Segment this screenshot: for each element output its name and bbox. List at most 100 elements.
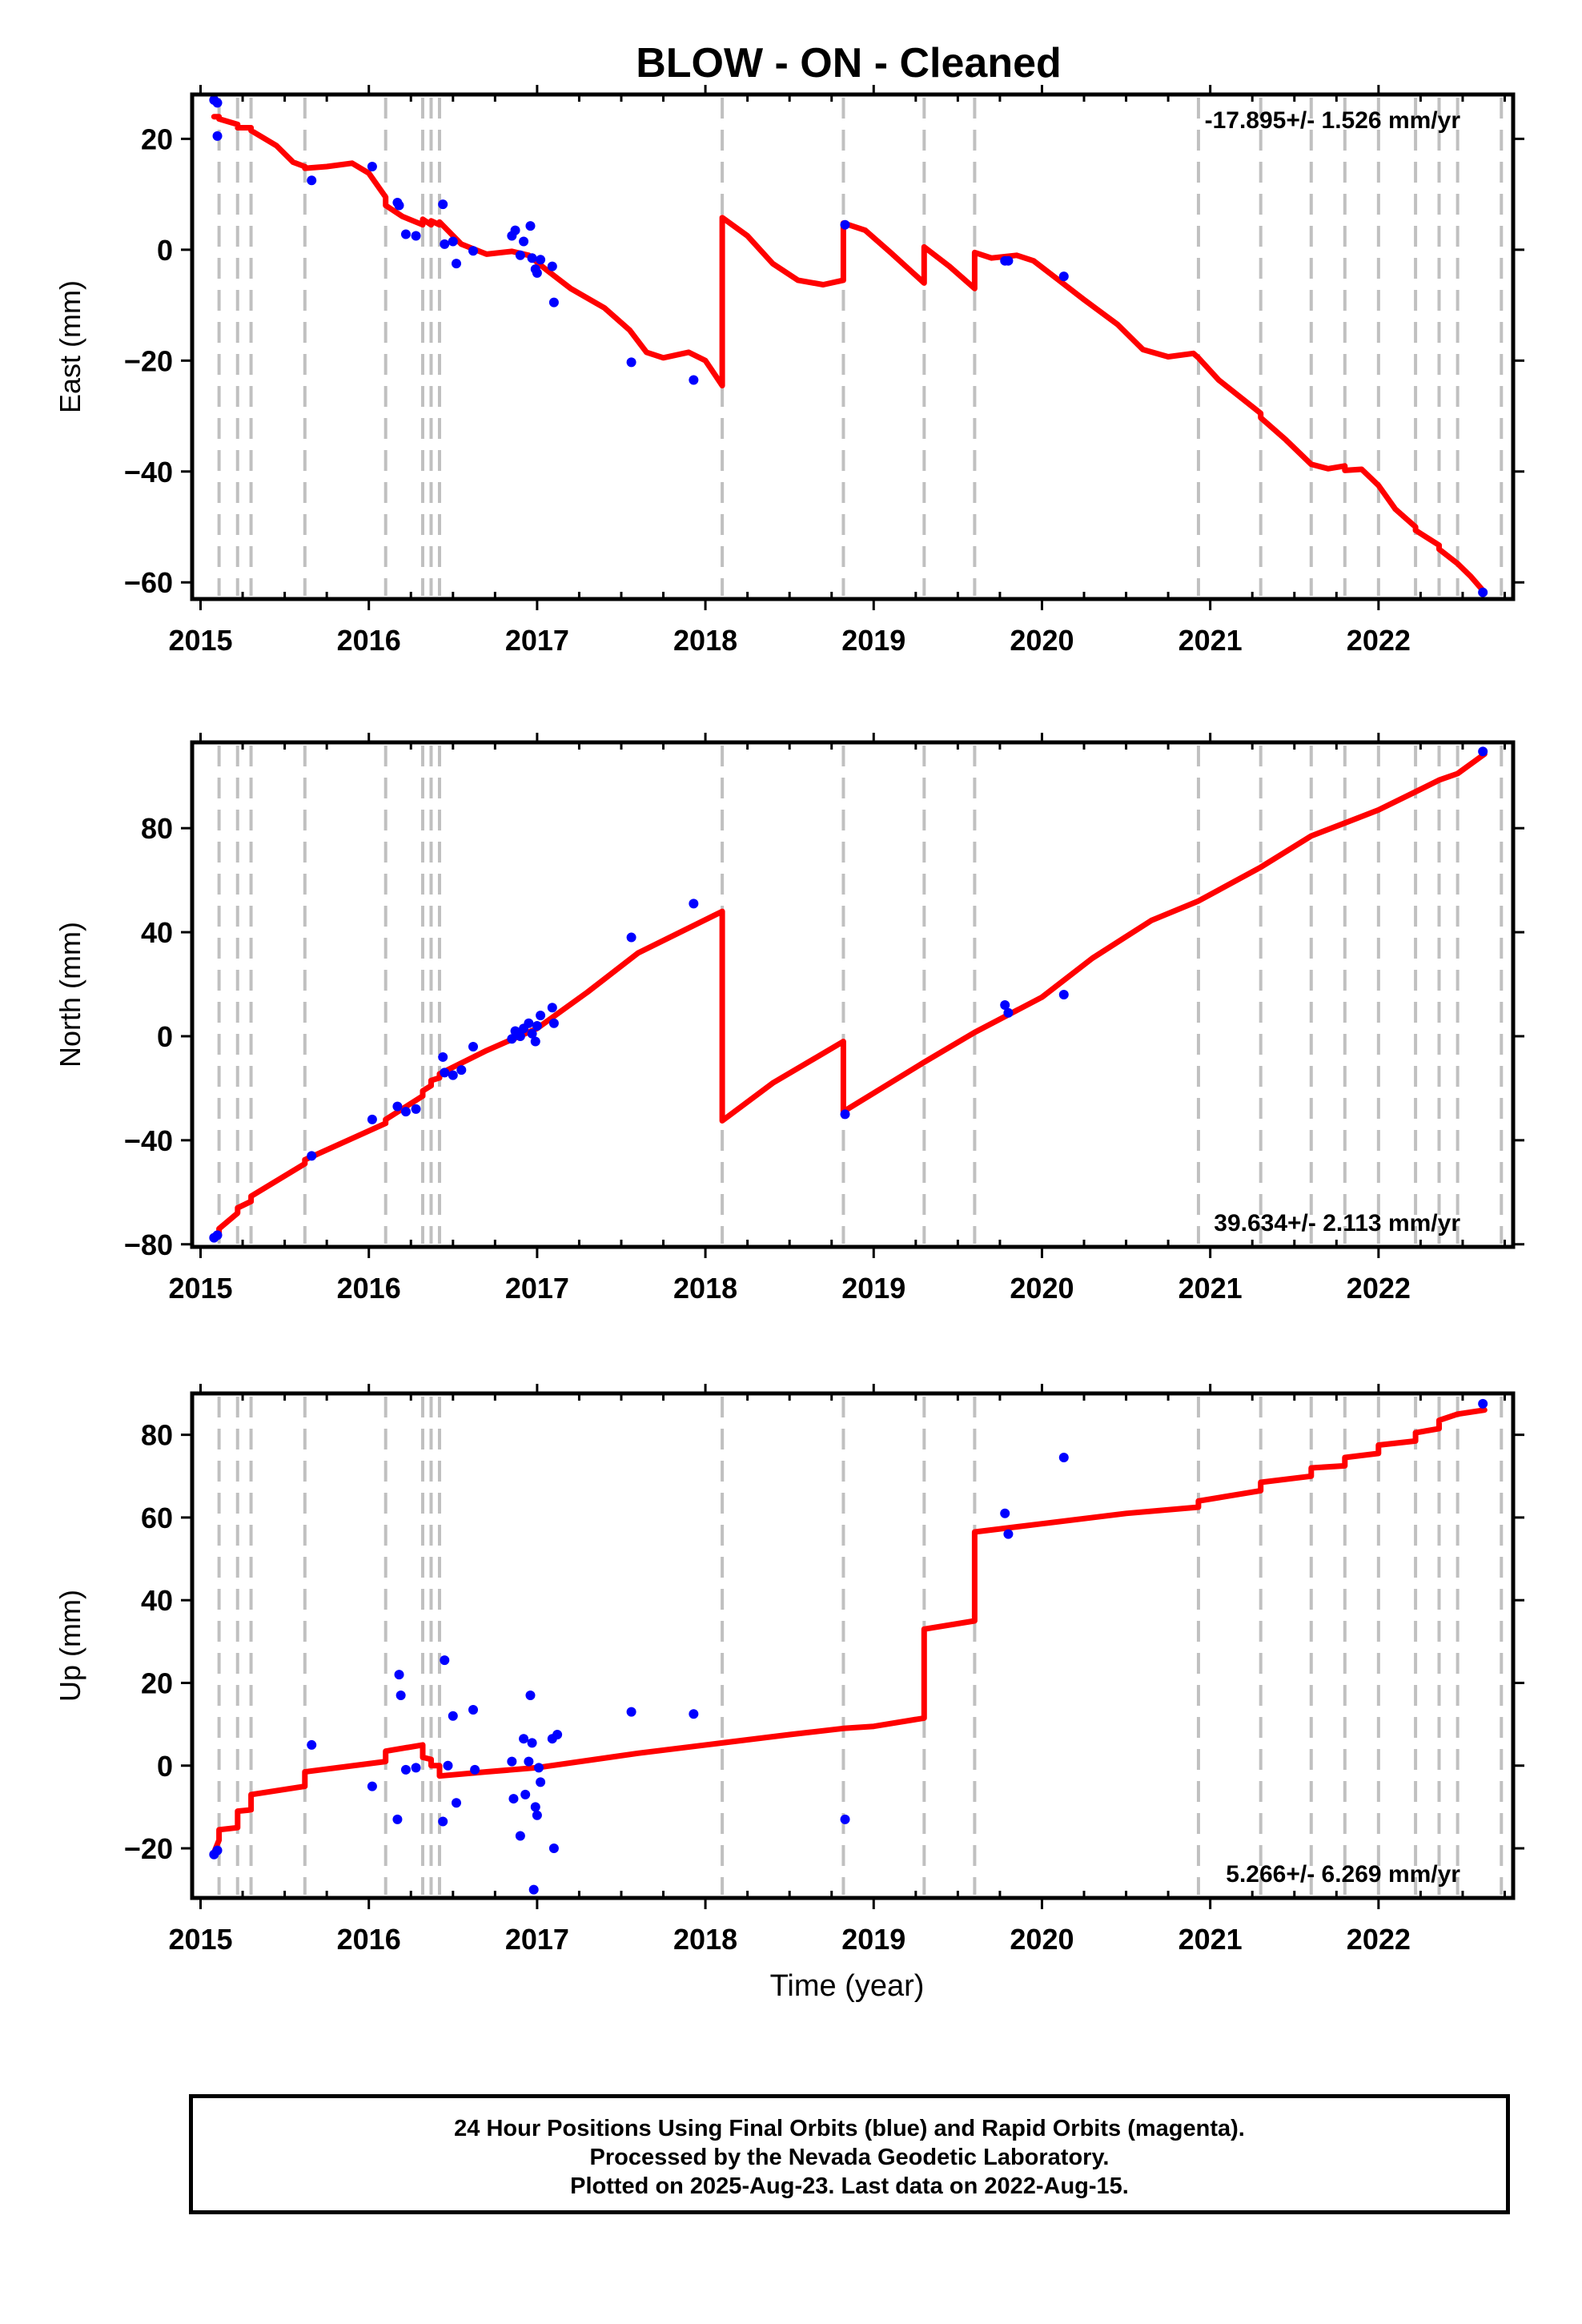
- x-tick-label: 2016: [337, 624, 401, 657]
- y-axis-label: Up (mm): [54, 1590, 86, 1702]
- data-point: [394, 200, 404, 211]
- x-tick-label: 2019: [841, 1272, 905, 1305]
- data-point: [448, 1070, 458, 1080]
- y-tick-label: 40: [141, 916, 173, 949]
- data-point: [448, 1711, 458, 1721]
- data-point: [394, 1670, 404, 1680]
- plot-frame: [190, 740, 1516, 1249]
- data-point: [1478, 1398, 1488, 1409]
- data-point: [396, 1690, 406, 1700]
- data-point: [519, 236, 529, 247]
- model-line: [211, 751, 1488, 1240]
- y-tick-label: 40: [141, 1584, 173, 1617]
- rate-label: -17.895+/- 1.526 mm/yr: [1205, 107, 1461, 134]
- data-point: [527, 1028, 537, 1039]
- caption-line-1: 24 Hour Positions Using Final Orbits (bl…: [454, 2116, 1245, 2141]
- x-tick-label: 2016: [337, 1923, 401, 1956]
- data-point: [548, 1844, 559, 1854]
- y-tick-label: −20: [124, 344, 173, 377]
- data-point: [440, 1068, 450, 1078]
- x-tick-label: 2019: [841, 624, 905, 657]
- x-tick-label: 2020: [1010, 1272, 1074, 1305]
- data-point: [552, 1730, 563, 1740]
- data-point: [527, 253, 537, 263]
- x-tick-label: 2015: [168, 1272, 232, 1305]
- panel-up: 2015 2016 2017 2018 2019 2020 2021 2022 −20 0 20 40…: [54, 1384, 1524, 1956]
- chart-title: BLOW - ON - Cleaned: [636, 40, 1062, 86]
- data-point: [507, 1756, 517, 1767]
- x-tick-label: 2017: [505, 1272, 569, 1305]
- data-point: [840, 1814, 850, 1824]
- data-point: [507, 1034, 517, 1044]
- y-tick-label: −20: [124, 1832, 173, 1865]
- y-tick-label: −40: [124, 1124, 173, 1157]
- data-point: [532, 1020, 542, 1031]
- model-line: [211, 1407, 1488, 1856]
- data-point: [400, 1107, 411, 1117]
- data-point: [1000, 999, 1010, 1010]
- x-tick-label: 2018: [673, 624, 737, 657]
- y-tick-label: 80: [141, 812, 173, 845]
- data-point: [536, 255, 546, 265]
- data-point: [532, 267, 542, 278]
- data-point: [411, 1763, 421, 1773]
- data-point: [515, 1031, 525, 1041]
- data-point: [307, 175, 317, 186]
- x-tick-label: 2015: [168, 624, 232, 657]
- data-point: [1478, 587, 1488, 597]
- data-point: [626, 932, 636, 943]
- x-tick-label: 2021: [1178, 624, 1243, 657]
- panel-north: 2015 2016 2017 2018 2019 2020 2021 2022 −80 −40 0 4…: [54, 733, 1524, 1305]
- data-point: [1003, 1007, 1014, 1018]
- x-tick-label: 2017: [505, 624, 569, 657]
- y-tick-label: 0: [157, 1020, 173, 1053]
- data-point: [440, 1655, 450, 1666]
- data-point: [440, 239, 450, 249]
- data-point: [438, 199, 448, 210]
- data-point: [1003, 255, 1014, 266]
- x-tick-label: 2020: [1010, 624, 1074, 657]
- data-point: [515, 1831, 525, 1841]
- caption-line-3: Plotted on 2025-Aug-23. Last data on 202…: [570, 2173, 1129, 2199]
- x-tick-label: 2018: [673, 1272, 737, 1305]
- data-point: [468, 1705, 479, 1715]
- data-point: [508, 1794, 519, 1804]
- data-point: [840, 1109, 850, 1120]
- data-point: [468, 1041, 479, 1051]
- data-point: [626, 1707, 636, 1717]
- data-point: [1058, 1453, 1069, 1463]
- data-point: [443, 1760, 453, 1771]
- x-tick-label: 2016: [337, 1272, 401, 1305]
- data-point: [212, 1845, 223, 1856]
- data-point: [1000, 1508, 1010, 1518]
- data-point: [547, 1003, 557, 1013]
- data-point: [515, 250, 525, 260]
- data-point: [452, 1798, 461, 1808]
- data-point: [452, 259, 461, 269]
- data-point: [1058, 990, 1069, 999]
- x-tick-label: 2017: [505, 1923, 569, 1956]
- data-point: [411, 1104, 421, 1114]
- y-tick-label: 20: [141, 123, 173, 155]
- data-point: [438, 1051, 448, 1062]
- data-point: [400, 1764, 411, 1775]
- plot-frame: [190, 92, 1516, 601]
- data-point: [548, 1018, 559, 1028]
- data-point: [525, 221, 536, 231]
- data-point: [532, 1810, 542, 1820]
- data-point: [1058, 271, 1069, 282]
- data-point: [519, 1734, 529, 1744]
- data-point: [470, 1764, 480, 1775]
- data-point: [1478, 746, 1488, 757]
- data-point: [689, 1709, 699, 1719]
- data-point: [448, 236, 458, 247]
- x-tick-label: 2021: [1178, 1923, 1243, 1956]
- data-point: [456, 1065, 467, 1076]
- x-tick-label: 2022: [1347, 1923, 1411, 1956]
- data-point: [212, 98, 223, 108]
- y-tick-label: 0: [157, 234, 173, 267]
- data-point: [689, 375, 699, 385]
- data-point: [547, 261, 557, 271]
- data-point: [510, 225, 520, 235]
- x-tick-label: 2020: [1010, 1923, 1074, 1956]
